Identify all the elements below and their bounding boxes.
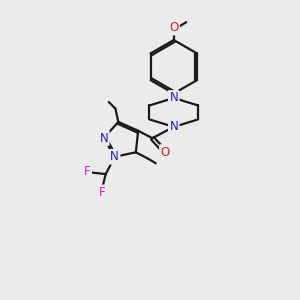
Text: N: N [110,150,119,163]
Text: F: F [99,186,106,199]
Text: O: O [160,146,170,159]
Text: N: N [100,131,108,145]
Text: N: N [169,92,178,104]
Text: N: N [169,120,178,134]
Text: F: F [84,165,91,178]
Text: O: O [169,21,178,34]
